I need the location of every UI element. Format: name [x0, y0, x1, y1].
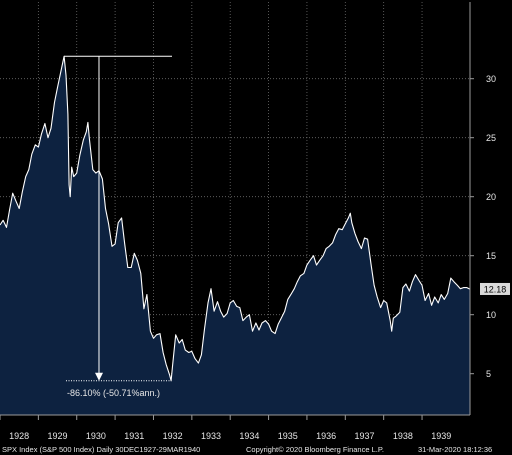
y-tick-label: 15	[486, 251, 496, 261]
annotation-arrowhead	[94, 372, 103, 381]
x-tick-label: 1930	[86, 431, 106, 441]
series-layer	[0, 55, 470, 416]
footer-security-info: SPX Index (S&P 500 Index) Daily 30DEC192…	[2, 445, 201, 454]
x-tick-label: 1939	[431, 431, 451, 441]
chart-svg: -86.10% (-50.71%ann.) 5 10 15 20 25 30 12.18 19…	[0, 2, 510, 441]
x-tick-label: 1931	[124, 431, 144, 441]
x-tick-label: 1929	[48, 431, 68, 441]
x-tick-label: 1932	[163, 431, 183, 441]
x-tick-label: 1933	[201, 431, 221, 441]
footer-timestamp: 31-Mar-2020 18:12:36	[418, 445, 493, 454]
footer-copyright: Copyright© 2020 Bloomberg Finance L.P.	[246, 445, 384, 454]
x-tick-label: 1936	[316, 431, 336, 441]
last-value-label: 12.18	[484, 284, 507, 294]
axis-layer: 5 10 15 20 25 30 12.18 1928 1929 1930 1931 1932 1933…	[0, 2, 510, 441]
series-line	[0, 55, 470, 382]
y-tick-label: 25	[486, 133, 496, 143]
annotation-label: -86.10% (-50.71%ann.)	[67, 388, 160, 398]
x-tick-label: 1934	[239, 431, 259, 441]
x-tick-label: 1935	[278, 431, 298, 441]
y-tick-label: 10	[486, 310, 496, 320]
x-tick-label: 1928	[9, 431, 29, 441]
y-tick-label: 5	[486, 369, 491, 379]
y-tick-label: 30	[486, 74, 496, 84]
x-tick-label: 1937	[354, 431, 374, 441]
last-value-badge	[480, 282, 510, 295]
annotation-layer: -86.10% (-50.71%ann.)	[64, 55, 172, 398]
y-tick-label: 20	[486, 192, 496, 202]
x-tick-label: 1938	[393, 431, 413, 441]
series-area	[0, 56, 470, 416]
chart-footer: SPX Index (S&P 500 Index) Daily 30DEC192…	[0, 444, 512, 455]
